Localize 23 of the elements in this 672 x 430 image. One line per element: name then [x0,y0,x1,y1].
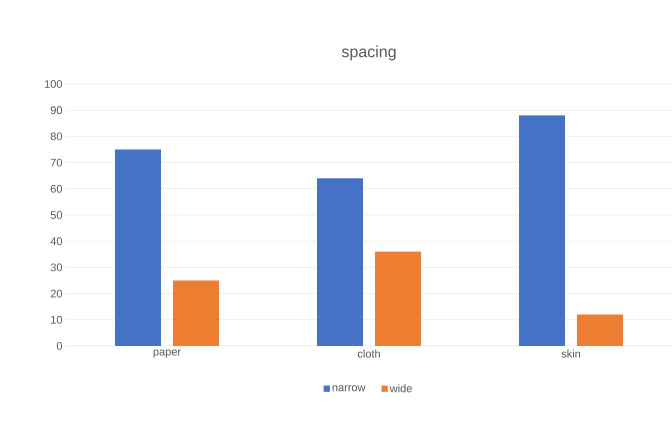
legend-label: narrow [332,385,366,392]
x-tick-label: paper [154,350,181,358]
y-tick-label: 100 [44,80,62,88]
y-tick-label: 60 [50,184,62,193]
bar [518,115,565,346]
x-tick-label: skin [562,350,580,358]
bar [317,178,363,346]
y-tick-label: 70 [50,158,62,166]
x-tick-label: cloth [358,350,380,358]
bar [115,149,162,346]
bar [576,314,623,346]
y-tick-label: 80 [50,132,62,140]
y-tick-label: 50 [50,211,62,219]
chart-title: spacing [342,46,396,60]
y-tick-label: 30 [50,264,62,272]
y-tick-label: 0 [56,342,62,350]
y-tick-label: 40 [50,237,62,246]
y-tick-label: 20 [50,290,62,298]
bar [173,280,220,346]
bar [375,252,421,346]
legend-label: wide [390,384,412,392]
y-tick-label: 90 [50,106,62,114]
y-tick-label: 10 [51,316,62,324]
